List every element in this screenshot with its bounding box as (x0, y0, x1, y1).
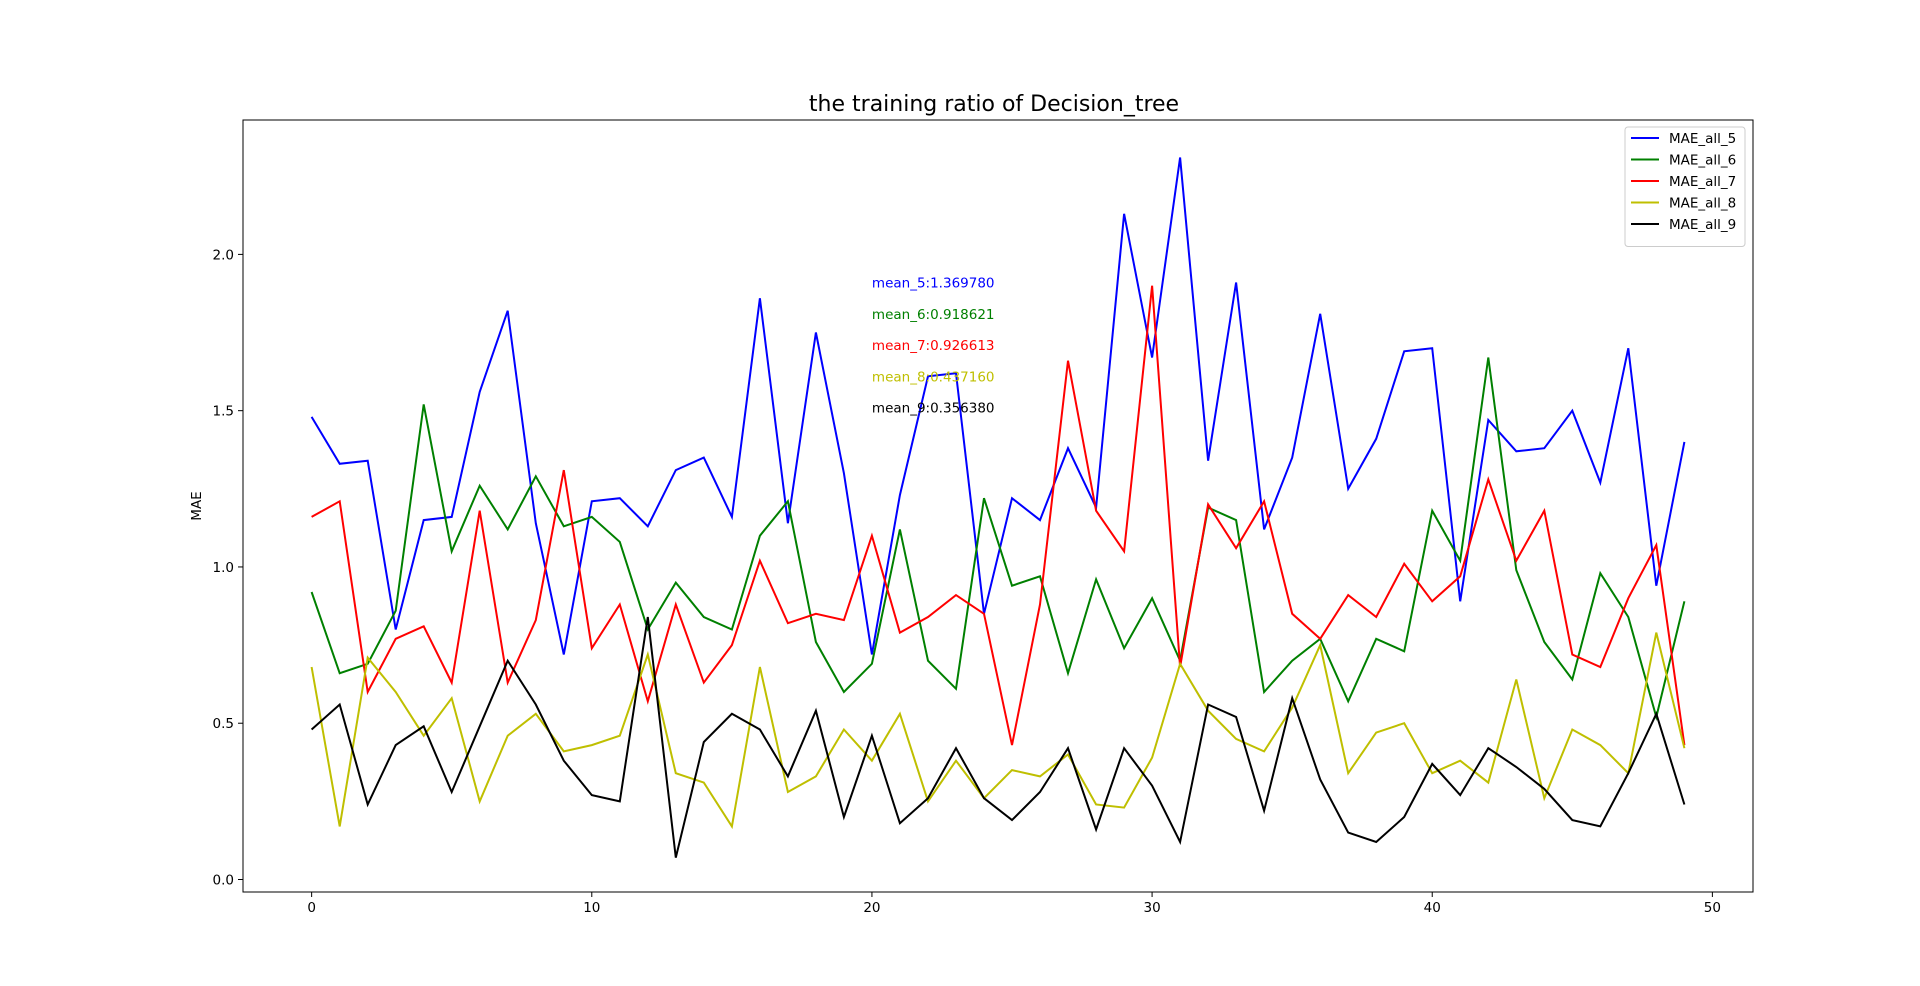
mean-annotation: mean_9:0.356380 (872, 401, 995, 417)
mean-annotation: mean_7:0.926613 (872, 338, 995, 354)
axes-frame (242, 119, 1754, 893)
x-tick-label: 0 (307, 900, 316, 916)
y-axis-label: MAE (189, 491, 205, 520)
mean-annotation: mean_6:0.918621 (872, 307, 995, 323)
axis-ticks: 0 10 20 30 40 50 0.0 0.5 1.0 1.5 2.0 (213, 247, 1721, 916)
chart-title: the training ratio of Decision_tree (809, 92, 1179, 117)
legend-entry-label: MAE_all_6 (1669, 153, 1736, 169)
x-tick-label: 30 (1143, 900, 1160, 916)
y-tick-label: 0.0 (213, 872, 234, 888)
series-line-mae-all-8 (310, 632, 1686, 830)
series-line-mae-all-6 (310, 357, 1686, 721)
series-line-mae-all-7 (311, 285, 1686, 746)
plot-area (310, 157, 1686, 858)
mean-annotations: mean_5:1.369780 mean_6:0.918621 mean_7:0.9… (872, 276, 995, 417)
legend-entry-label: MAE_all_8 (1669, 196, 1736, 212)
legend: MAE_all_5 MAE_all_6 MAE_all_7 MAE_all_8 MAE_… (1624, 126, 1746, 247)
x-tick-label: 20 (863, 900, 880, 916)
x-tick-label: 10 (583, 900, 600, 916)
x-tick-label: 50 (1704, 900, 1721, 916)
legend-entry-label: MAE_all_5 (1669, 131, 1736, 147)
y-tick-label: 1.5 (213, 404, 234, 420)
series-line-mae-all-9 (310, 616, 1686, 858)
y-tick-label: 2.0 (213, 247, 234, 263)
y-tick-label: 0.5 (213, 716, 234, 732)
legend-entry-label: MAE_all_7 (1669, 174, 1736, 190)
y-tick-label: 1.0 (213, 560, 234, 576)
legend-entry-label: MAE_all_9 (1669, 217, 1736, 233)
series-line-mae-all-5 (310, 157, 1686, 655)
mean-annotation: mean_5:1.369780 (872, 276, 995, 292)
legend-box (1624, 126, 1746, 247)
x-tick-label: 40 (1424, 900, 1441, 916)
mean-annotation: mean_8:0.437160 (872, 369, 995, 385)
